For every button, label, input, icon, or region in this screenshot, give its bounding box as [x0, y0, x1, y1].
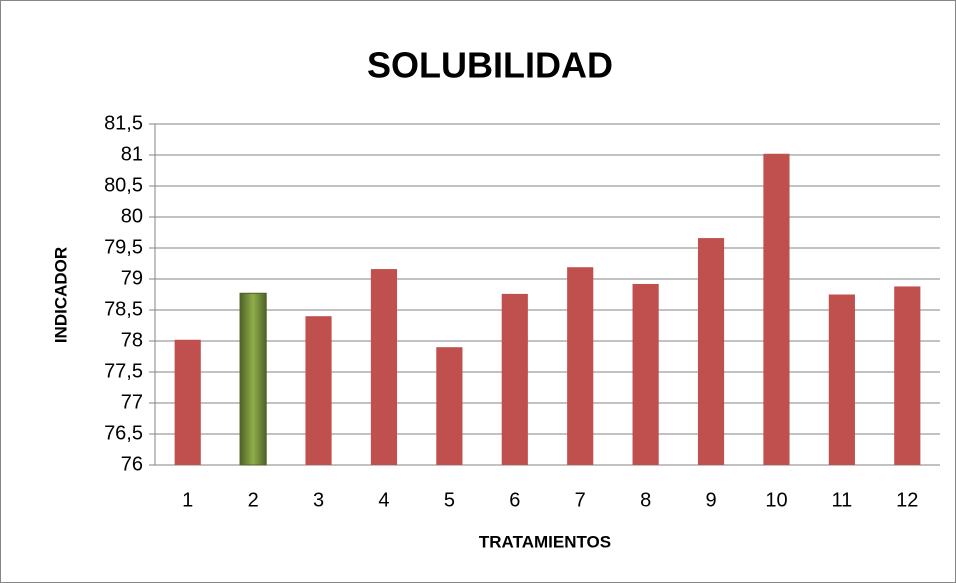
x-tick-label: 8	[640, 489, 651, 511]
x-tick-label: 2	[248, 489, 259, 511]
x-tick-label: 11	[831, 489, 852, 511]
y-tick-label: 80	[121, 205, 143, 227]
y-tick-label: 80,5	[104, 174, 143, 196]
y-tick-label: 81,5	[104, 112, 143, 134]
y-tick-label: 76,5	[104, 422, 143, 444]
bar	[567, 267, 594, 465]
chart-title: SOLUBILIDAD	[367, 45, 613, 86]
bar	[239, 292, 267, 466]
x-tick-label: 12	[896, 489, 918, 511]
y-tick-label: 77,5	[104, 360, 143, 382]
y-axis-title: INDICADOR	[51, 247, 70, 343]
bar	[894, 286, 921, 465]
bar	[436, 347, 463, 465]
bar	[632, 283, 659, 465]
x-axis-title: TRATAMIENTOS	[479, 532, 611, 551]
y-tick-label: 78	[121, 329, 143, 351]
y-tick-label: 79	[121, 267, 143, 289]
bar	[697, 238, 725, 465]
x-tick-label: 9	[705, 489, 716, 511]
x-tick-label: 7	[575, 489, 586, 511]
bar	[370, 269, 398, 465]
y-tick-label: 79,5	[104, 236, 143, 258]
y-tick-label: 77	[121, 391, 143, 413]
x-tick-label: 6	[509, 489, 520, 511]
x-tick-label: 10	[765, 489, 787, 511]
y-tick-label: 81	[121, 143, 143, 165]
bar	[763, 153, 790, 465]
x-tick-label: 5	[444, 489, 455, 511]
bar	[305, 316, 332, 465]
x-tick-label: 3	[313, 489, 324, 511]
bar	[828, 294, 855, 465]
y-tick-label: 76	[121, 453, 143, 475]
x-tick-label: 4	[378, 489, 389, 511]
x-tick-label: 1	[182, 489, 193, 511]
bar	[501, 293, 528, 465]
bar	[174, 339, 201, 465]
y-tick-label: 78,5	[104, 298, 143, 320]
